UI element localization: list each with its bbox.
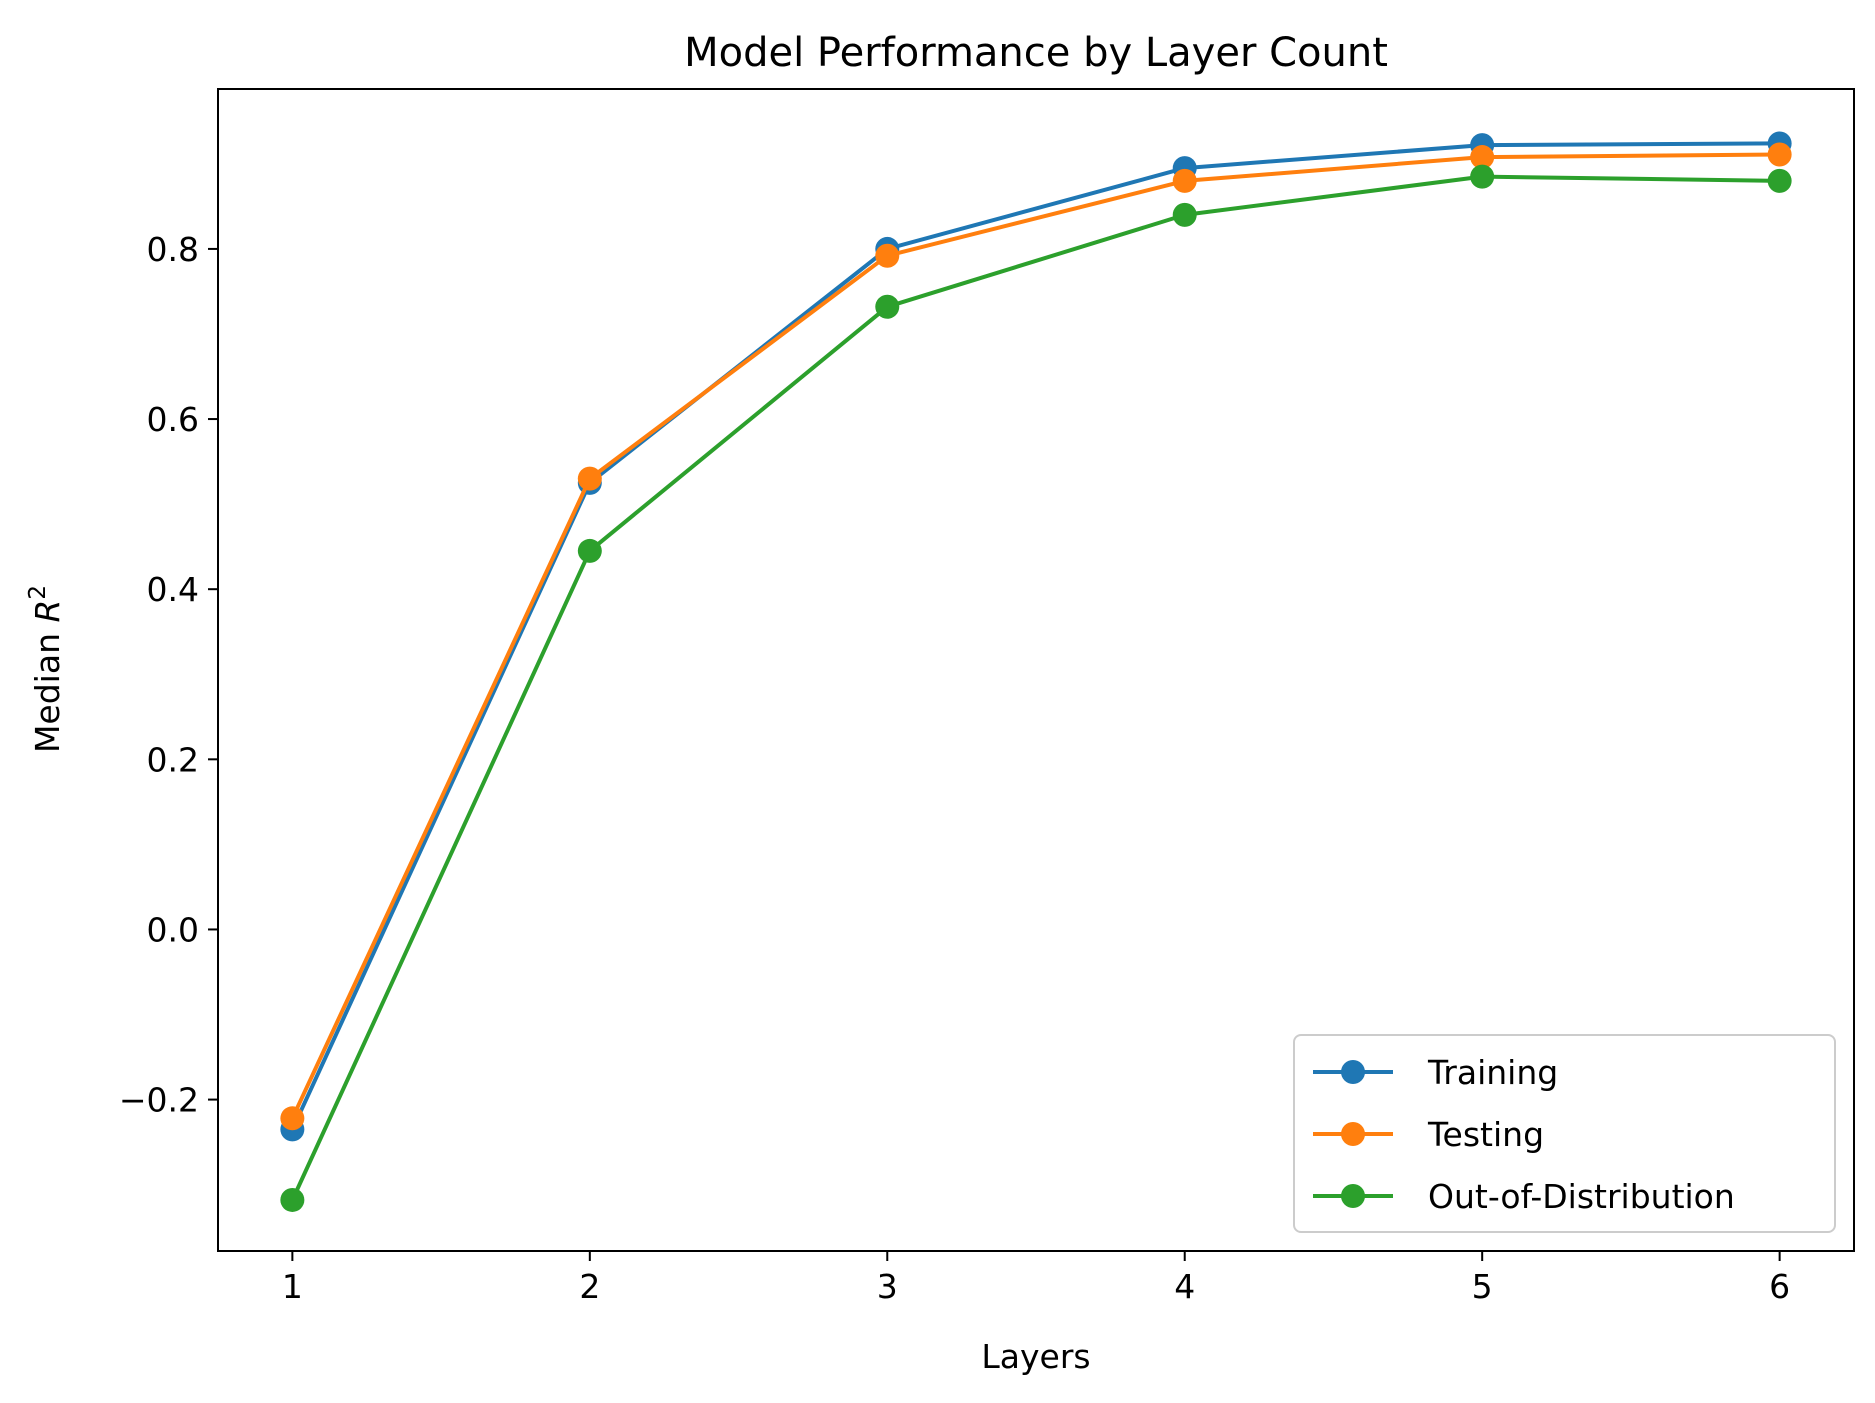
legend-marker [1341, 1122, 1365, 1146]
y-axis-ticks: −0.2 0.0 0.2 0.4 0.6 0.8 [119, 230, 218, 1120]
y-tick-label: 0.6 [147, 400, 199, 439]
y-tick-label: −0.2 [119, 1081, 199, 1120]
legend-marker [1341, 1060, 1365, 1084]
legend-item: Testing [1313, 1115, 1544, 1154]
x-tick-label: 5 [1472, 1267, 1493, 1306]
data-point [1172, 168, 1197, 193]
series-line [290, 152, 1780, 1120]
y-tick-label: 0.2 [147, 740, 199, 779]
series-testing [280, 142, 1792, 1131]
y-axis-label-superscript: 2 [25, 585, 51, 600]
data-point [875, 243, 900, 268]
axes-frame [217, 88, 1855, 1252]
x-tick-label: 1 [282, 1267, 303, 1306]
legend-box [1293, 1034, 1836, 1233]
data-point [280, 1106, 305, 1131]
x-axis-ticks: 1 2 3 4 5 6 [282, 1251, 1790, 1306]
y-tick-label: 0.8 [147, 230, 199, 269]
y-axis-label: Median R2 [25, 585, 67, 753]
x-tick-label: 4 [1174, 1267, 1195, 1306]
plot-area [280, 131, 1792, 1212]
data-point [577, 538, 602, 563]
legend-items: Training Testing Out-of-Distribution [1313, 1053, 1735, 1216]
legend-item: Out-of-Distribution [1313, 1177, 1735, 1216]
data-point [1767, 168, 1792, 193]
chart-title: Model Performance by Layer Count [684, 30, 1388, 76]
y-axis-label-prefix: Median [28, 623, 67, 754]
x-axis-label: Layers [981, 1337, 1090, 1376]
x-tick-label: 2 [579, 1267, 600, 1306]
y-axis-label-variable: R [28, 600, 67, 623]
legend-marker [1341, 1184, 1365, 1208]
legend-label: Testing [1427, 1115, 1544, 1154]
y-tick-label: 0.4 [147, 570, 199, 609]
legend: Training Testing Out-of-Distribution [1293, 1034, 1836, 1233]
series-out-of-distribution [280, 164, 1792, 1212]
x-tick-label: 6 [1769, 1267, 1790, 1306]
y-tick-label: 0.0 [147, 910, 199, 949]
data-point [577, 466, 602, 491]
data-point [1767, 142, 1792, 167]
data-point [875, 294, 900, 319]
x-tick-label: 3 [877, 1267, 898, 1306]
legend-item: Training [1313, 1053, 1558, 1092]
series-line [290, 141, 1780, 1131]
series-line [290, 174, 1780, 1201]
data-point [1172, 202, 1197, 227]
legend-label: Out-of-Distribution [1428, 1177, 1735, 1216]
legend-label: Training [1427, 1053, 1558, 1092]
data-point [1470, 164, 1495, 189]
data-point [280, 1187, 305, 1212]
data-point [1470, 145, 1495, 170]
